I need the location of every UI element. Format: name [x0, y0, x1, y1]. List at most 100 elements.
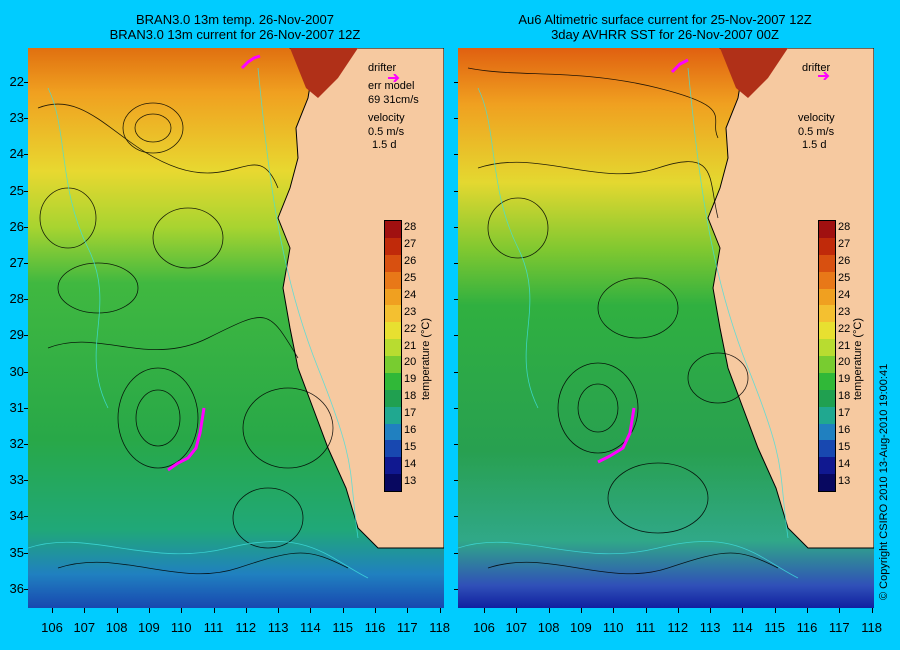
- latitude-tick-label: 26: [9, 218, 24, 234]
- right-title-line1: Au6 Altimetric surface current for 25-No…: [518, 12, 812, 27]
- longitude-tickmark: [807, 608, 808, 613]
- longitude-tick-label: 108: [537, 620, 560, 635]
- latitude-tick-label: 22: [9, 74, 24, 89]
- colorbar-tick-label: 28: [838, 221, 851, 234]
- colorbar-tick-label: 25: [404, 272, 417, 285]
- colorbar-tick-label: 18: [838, 390, 851, 403]
- colorbar-tick-label: 21: [404, 339, 417, 352]
- longitude-tickmark: [645, 608, 647, 613]
- colorbar-tick-label: 18: [404, 390, 417, 403]
- longitude-tick-label: 112: [235, 620, 257, 635]
- colorbar-segment: [819, 339, 835, 356]
- longitude-tickmark: [310, 608, 312, 613]
- longitude-tick-label: 110: [602, 620, 624, 635]
- longitude-tickmark: [439, 608, 441, 613]
- colorbar-tick-label: 24: [838, 288, 851, 301]
- colorbar-tick-label: 23: [838, 305, 851, 318]
- colorbar-tick-label: 16: [838, 423, 851, 436]
- longitude-tickmark: [516, 608, 518, 613]
- colorbar-tick-label: 17: [404, 407, 417, 420]
- colorbar-tick-label: 19: [838, 373, 851, 386]
- colorbar-tick-label: 22: [404, 322, 417, 335]
- colorbar-segment: [819, 322, 835, 340]
- longitude-tick-label: 118: [861, 620, 882, 635]
- latitude-tickmark: [454, 335, 458, 337]
- longitude-tickmark: [375, 608, 376, 613]
- longitude-tick-label: 107: [505, 620, 528, 635]
- latitude-tickmark: [454, 82, 458, 83]
- colorbar-tick-label: 25: [838, 272, 851, 285]
- isobath-contours: [28, 67, 369, 579]
- velocity-label: velocity: [798, 112, 835, 124]
- copyright-text: © Copyright CSIRO 2010 13-Aug-2010 19:00…: [878, 363, 890, 600]
- longitude-tick-label: 113: [699, 620, 721, 635]
- colorbar-segment: [819, 271, 835, 289]
- latitude-tickmark: [24, 118, 28, 120]
- colorbar-segment: [385, 406, 401, 424]
- right-title: Au6 Altimetric surface current for 25-No…: [458, 12, 872, 42]
- latitude-tickmark: [24, 82, 28, 83]
- land-dark-top: [720, 48, 788, 98]
- longitude-tick-label: 117: [396, 620, 418, 635]
- longitude-tickmark: [278, 608, 280, 613]
- colorbar-tick-label: 27: [404, 238, 417, 251]
- longitude-tick-label: 111: [203, 620, 224, 635]
- drifter-legend-swatch: [388, 74, 400, 82]
- longitude-tickmark: [52, 608, 53, 613]
- err-model-label: err model: [368, 80, 415, 92]
- longitude-tickmark: [213, 608, 215, 613]
- drifter-legend-label: drifter: [368, 62, 397, 74]
- colorbar-tick-label: 14: [404, 457, 417, 470]
- latitude-tickmark: [454, 407, 458, 409]
- colorbar-tick-label: 13: [404, 474, 417, 487]
- latitude-tickmark: [454, 444, 458, 445]
- left-map-svg: [28, 48, 444, 608]
- colorbar-segment: [385, 305, 401, 323]
- latitude-tickmark: [454, 588, 458, 590]
- longitude-tickmark: [742, 608, 744, 613]
- latitude-tickmark: [454, 299, 458, 301]
- longitude-tick-label: 118: [429, 620, 450, 635]
- colorbar-tick-label: 13: [838, 474, 851, 487]
- longitude-tickmark: [548, 608, 550, 613]
- drifter-track: [597, 58, 689, 464]
- colorbar-segment: [819, 372, 835, 390]
- latitude-tick-label: 32: [9, 436, 24, 451]
- longitude-tick-label: 113: [267, 620, 289, 635]
- longitude-tickmark: [613, 608, 615, 613]
- longitude-tickmark: [484, 608, 485, 613]
- colorbar-tick-label: 19: [404, 373, 417, 386]
- longitude-tick-label: 107: [73, 620, 96, 635]
- right-title-line2: 3day AVHRR SST for 26-Nov-2007 00Z: [551, 27, 779, 42]
- colorbar-tick-label: 22: [838, 322, 851, 335]
- latitude-tickmark: [24, 588, 28, 590]
- right-map-panel: [458, 48, 874, 608]
- longitude-tick-label: 114: [300, 620, 321, 635]
- latitude-tick-label: 27: [9, 255, 24, 270]
- colorbar-segment: [819, 288, 835, 306]
- latitude-tickmark: [24, 299, 28, 301]
- latitude-tick-label: 34: [9, 508, 24, 524]
- longitude-tickmark: [342, 608, 344, 613]
- colorbar-tick-label: 23: [404, 305, 417, 318]
- latitude-tickmark: [454, 371, 458, 373]
- latitude-tick-label: 31: [9, 399, 24, 415]
- latitude-tick-label: 30: [9, 363, 24, 379]
- drifter-track: [167, 54, 261, 472]
- longitude-tickmark: [245, 608, 247, 613]
- left-title-line2: BRAN3.0 13m current for 26-Nov-2007 12Z: [109, 27, 361, 42]
- colorbar-tick-label: 17: [838, 407, 851, 420]
- colorbar-tick-label: 20: [838, 356, 851, 369]
- longitude-tickmark: [148, 608, 150, 613]
- left-title: BRAN3.0 13m temp. 26-Nov-2007 BRAN3.0 13…: [30, 12, 440, 42]
- colorbar-segment: [385, 322, 401, 340]
- latitude-tickmark: [24, 154, 28, 156]
- latitude-tickmark: [24, 335, 28, 337]
- longitude-tick-label: 116: [364, 620, 386, 635]
- colorbar-segment: [819, 474, 835, 491]
- isobath-contours: [458, 67, 799, 579]
- colorbar-segment: [385, 356, 401, 373]
- colorbar-tick-label: 16: [404, 423, 417, 436]
- colorbar-tick-label: 26: [838, 255, 851, 268]
- colorbar-segment: [385, 339, 401, 356]
